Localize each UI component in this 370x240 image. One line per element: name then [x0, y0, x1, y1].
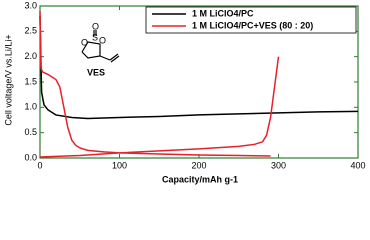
y-tick-label: 3.0: [24, 0, 37, 10]
atom-label: O: [99, 35, 106, 45]
legend-label: 1 M LiClO4/PC: [192, 8, 254, 18]
chart: S O O O VES Capacity/mAh g-1 Cell voltag…: [3, 0, 365, 184]
atom-label: S: [92, 32, 98, 42]
annotation: VES: [87, 67, 105, 77]
y-tick-label: 0.0: [24, 152, 37, 162]
x-tick-label: 200: [191, 160, 206, 170]
y-tick-label: 0.5: [24, 127, 37, 137]
x-tick-label: 0: [37, 160, 42, 170]
x-axis-label: Capacity/mAh g-1: [162, 174, 238, 184]
y-tick-label: 1.0: [24, 102, 37, 112]
page: {"chart_data": {"type": "line", "xlabel"…: [3, 0, 366, 185]
y-tick-label: 1.5: [24, 76, 37, 86]
series-line: [39, 11, 280, 158]
molecule: [81, 30, 120, 63]
y-axis-label: Cell voltage/V vs.Li/Li+: [3, 34, 13, 125]
legend-box: [145, 6, 357, 34]
y-tick-label: 2.5: [24, 26, 37, 36]
x-tick-label: 400: [350, 160, 365, 170]
atom-label: O: [92, 21, 99, 31]
x-tick-label: 300: [271, 160, 286, 170]
x-tick-label: 100: [112, 160, 127, 170]
legend-label: 1 M LiClO4/PC+VES (80 : 20): [192, 20, 313, 30]
y-tick-label: 2.0: [24, 51, 37, 61]
plot-frame: [39, 5, 359, 159]
atom-label: O: [81, 37, 88, 47]
